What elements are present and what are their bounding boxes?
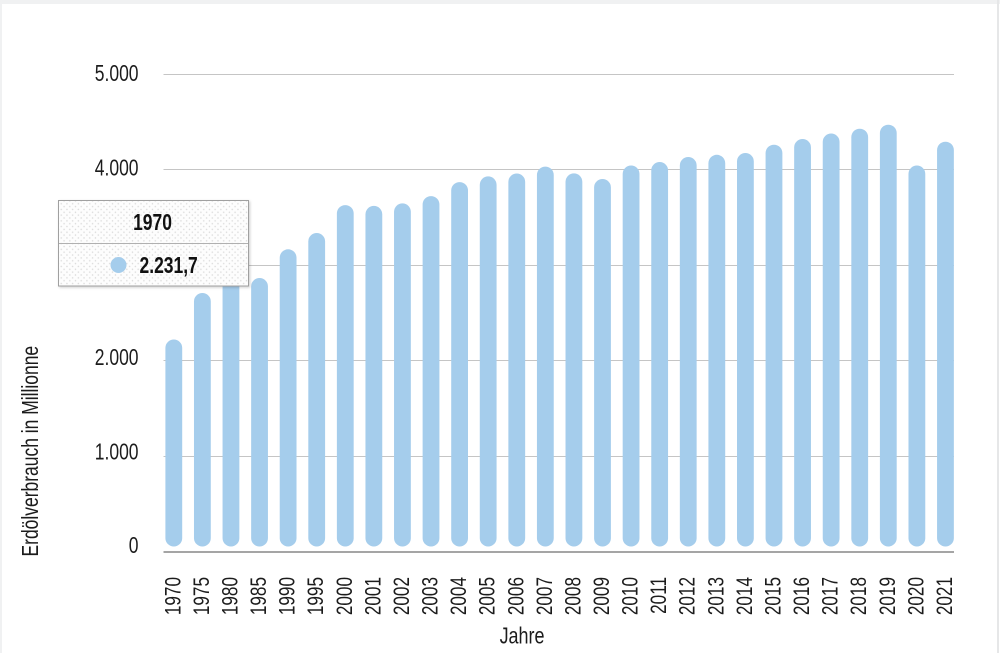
svg-text:1970: 1970	[161, 577, 186, 615]
svg-text:2012: 2012	[676, 577, 701, 615]
svg-text:2013: 2013	[704, 577, 729, 615]
svg-text:2011: 2011	[647, 577, 672, 614]
svg-text:5.000: 5.000	[95, 62, 139, 87]
svg-text:2014: 2014	[733, 577, 758, 615]
svg-text:Erdölverbrauch in Millionne: Erdölverbrauch in Millionne	[19, 346, 44, 557]
svg-text:1980: 1980	[219, 577, 244, 615]
svg-text:1.000: 1.000	[95, 440, 139, 465]
svg-text:4.000: 4.000	[95, 156, 139, 181]
svg-text:2015: 2015	[762, 577, 787, 615]
svg-text:2016: 2016	[790, 577, 815, 615]
svg-text:1970: 1970	[133, 211, 172, 236]
svg-text:2019: 2019	[876, 577, 901, 615]
svg-text:2017: 2017	[819, 577, 844, 615]
svg-text:1985: 1985	[247, 577, 272, 615]
svg-text:2021: 2021	[933, 577, 958, 615]
svg-text:2.231,7: 2.231,7	[140, 254, 198, 279]
svg-text:2020: 2020	[904, 577, 929, 615]
svg-text:2007: 2007	[533, 577, 558, 615]
svg-text:2001: 2001	[361, 577, 386, 615]
svg-text:2010: 2010	[619, 577, 644, 615]
svg-text:2008: 2008	[561, 577, 586, 615]
svg-text:2005: 2005	[476, 577, 501, 615]
svg-text:2000: 2000	[333, 577, 358, 615]
svg-text:2009: 2009	[590, 577, 615, 615]
svg-text:2.000: 2.000	[95, 346, 139, 371]
svg-text:2004: 2004	[447, 577, 472, 615]
svg-text:2002: 2002	[390, 577, 415, 615]
svg-text:Jahre: Jahre	[500, 623, 545, 649]
svg-text:2018: 2018	[847, 577, 872, 615]
svg-text:2006: 2006	[504, 577, 529, 615]
svg-text:1995: 1995	[304, 577, 329, 615]
svg-text:2003: 2003	[419, 577, 444, 615]
svg-text:0: 0	[129, 534, 139, 559]
svg-text:1990: 1990	[276, 577, 301, 615]
svg-text:1975: 1975	[190, 577, 215, 615]
